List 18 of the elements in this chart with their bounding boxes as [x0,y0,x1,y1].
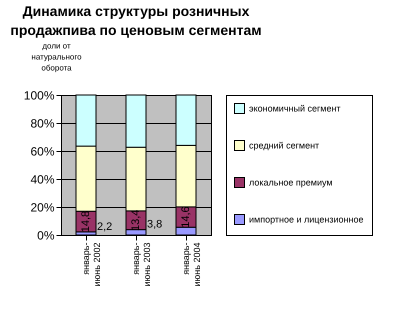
y-tick-label: 60% [30,144,55,158]
data-label: 14,6 [180,206,192,228]
x-tick-label: январь-июнь 2002 [81,242,102,286]
y-tick-label: 0% [37,228,55,242]
y-tick-label: 20% [30,200,55,214]
chart-title: Динамика структуры розничных продажпива по ценовым сегментам [10,3,262,38]
y-tick-label: 80% [30,116,55,130]
data-label: 13,4 [130,210,142,232]
legend-label: импортное и лицензионное [249,214,364,224]
data-label: 2,2 [97,220,112,233]
legend-label: локальное премиум [249,178,333,188]
data-label: 3,8 [147,218,162,231]
legend-label: экономичный сегмент [249,104,341,114]
y-tick-label: 40% [30,172,55,186]
data-label: 14,8 [80,210,92,232]
y-tick-label: 100% [24,88,55,102]
legend-label: средний сегмент [249,140,320,150]
y-axis-title: доли от натурального оборота [31,42,82,72]
